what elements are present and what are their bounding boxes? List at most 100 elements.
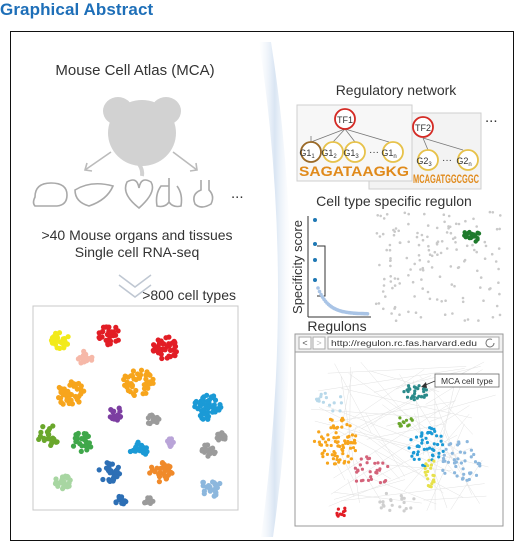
network-edge	[318, 368, 465, 392]
network-node	[346, 441, 350, 446]
organs-line-2: Single cell RNA-seq	[75, 244, 200, 260]
network-node	[412, 450, 416, 455]
network-node	[353, 449, 357, 453]
network-node	[402, 496, 406, 500]
network-node	[385, 213, 389, 216]
tsne-point	[82, 433, 88, 439]
network-edge	[370, 414, 384, 428]
network-node	[412, 398, 416, 402]
tsne-point	[131, 448, 137, 454]
network-node	[473, 239, 478, 244]
g1-node-2: G12	[321, 148, 337, 160]
liver-icon	[74, 182, 115, 207]
network-node	[415, 235, 419, 239]
network-node	[417, 384, 421, 388]
network-node	[343, 506, 347, 510]
network-node	[497, 281, 500, 284]
tsne-point	[56, 330, 63, 336]
forward-button[interactable]: >	[312, 336, 326, 350]
tsne-point	[45, 432, 52, 438]
tsne-point	[195, 406, 201, 412]
network-node	[390, 312, 393, 315]
stomach-icon	[193, 180, 214, 208]
network-node	[425, 440, 429, 445]
network-node	[415, 396, 419, 400]
network-node	[332, 401, 336, 405]
tsne-point	[38, 429, 44, 435]
tsne-point	[145, 385, 151, 391]
tsne-clusters	[36, 324, 228, 507]
tsne-point	[52, 481, 59, 487]
network-node	[447, 214, 451, 218]
tsne-point	[211, 487, 218, 493]
network-node	[454, 222, 458, 226]
network-node	[397, 229, 401, 233]
network-node	[453, 471, 457, 475]
back-button[interactable]: <	[298, 336, 312, 350]
tsne-point	[205, 409, 211, 415]
tsne-point	[106, 464, 112, 470]
specificity-ylabel: Specificity score	[290, 220, 305, 314]
regulons-xlabel: Regulons	[307, 318, 366, 334]
network-node	[420, 278, 423, 281]
network-node	[389, 275, 393, 278]
tsne-point	[70, 443, 77, 449]
tsne-point	[61, 484, 67, 490]
network-node	[449, 265, 453, 268]
network-node	[378, 263, 381, 267]
network-node	[382, 504, 386, 508]
network-node	[441, 449, 445, 453]
network-node	[339, 395, 343, 399]
network-node	[450, 283, 454, 286]
network-node	[381, 461, 385, 465]
tsne-point	[107, 341, 113, 347]
network-node	[433, 429, 437, 433]
network-node	[446, 460, 450, 464]
network-node	[342, 461, 346, 465]
network-node	[469, 448, 473, 452]
network-node	[351, 441, 355, 445]
reload-icon[interactable]	[485, 338, 495, 348]
network-node	[430, 266, 434, 269]
network-edge	[382, 464, 452, 471]
network-node	[348, 424, 352, 428]
network-edge	[379, 471, 392, 480]
network-node	[452, 458, 456, 462]
network-node	[428, 446, 432, 450]
tsne-point	[159, 355, 165, 362]
tsne-point	[76, 380, 82, 387]
network-node	[341, 510, 346, 514]
network-node	[447, 227, 450, 230]
tsne-point	[216, 407, 222, 413]
network-node	[356, 468, 360, 472]
network-node	[435, 241, 439, 245]
network-edge	[347, 479, 355, 497]
network-node	[465, 478, 469, 482]
tsne-point	[165, 463, 171, 469]
network-node	[335, 454, 339, 459]
network-node	[335, 426, 339, 430]
network-edge	[373, 366, 481, 393]
network-edge	[341, 388, 473, 419]
network-node	[427, 248, 431, 252]
network-more-ellipsis: ...	[485, 109, 498, 126]
tsne-point	[107, 414, 113, 420]
network-node	[330, 453, 334, 457]
organs-line-1: >40 Mouse organs and tissues	[41, 227, 232, 243]
network-node	[414, 311, 418, 315]
network-node	[451, 312, 454, 315]
url-bar[interactable]: http://regulon.rc.fas.harvard.edu	[327, 336, 500, 350]
network-node	[440, 300, 444, 303]
regulon-title: Cell type specific regulon	[316, 193, 472, 209]
g2-nodes	[417, 149, 479, 171]
network-edge	[423, 495, 487, 501]
network-edge	[403, 414, 470, 492]
g2-node-n: G2n	[456, 156, 471, 168]
network-node	[348, 446, 353, 450]
network-node	[441, 456, 446, 461]
network-node	[388, 508, 392, 512]
network-node	[407, 222, 410, 226]
network-node	[407, 212, 411, 216]
network-node	[454, 460, 458, 464]
spec-point	[319, 292, 323, 297]
